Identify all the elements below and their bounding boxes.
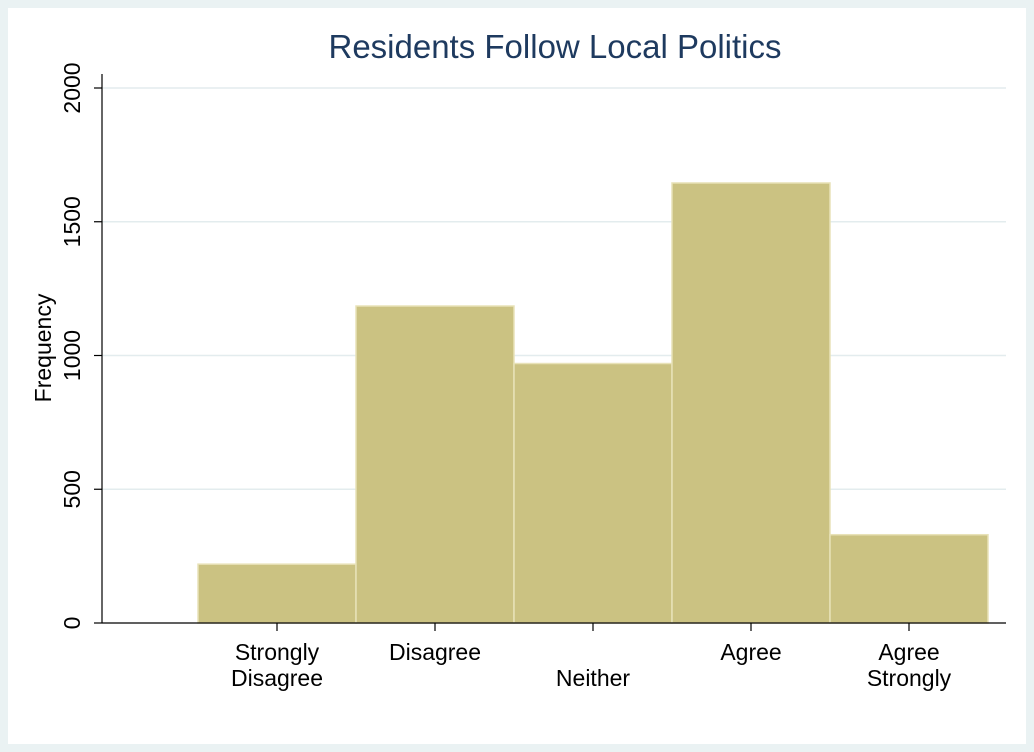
bars <box>197 182 989 624</box>
y-tick-labels: 0 500 1000 1500 2000 <box>59 62 85 629</box>
bar <box>355 305 515 624</box>
bar <box>829 533 989 624</box>
x-tick-label: Strongly Disagree <box>231 639 323 691</box>
chart-title: Residents Follow Local Politics <box>328 28 781 65</box>
bar <box>671 182 831 624</box>
y-tick-label: 2000 <box>59 62 85 113</box>
y-tick-label: 500 <box>59 470 85 508</box>
y-tick-label: 1500 <box>59 196 85 247</box>
x-tick-label: Neither <box>556 665 630 691</box>
bar <box>513 362 673 624</box>
x-tick-labels: Strongly Disagree Disagree Neither Agree Agre… <box>231 639 952 691</box>
x-tick-label: Agree <box>720 639 781 665</box>
bar <box>197 563 357 624</box>
y-tick-label: 0 <box>59 617 85 630</box>
x-tick-label: Agree Strongly <box>867 639 952 691</box>
y-axis-label: Frequency <box>30 293 56 402</box>
axes <box>94 74 1006 631</box>
gridlines <box>102 87 1006 490</box>
x-tick-label: Disagree <box>389 639 481 665</box>
y-tick-label: 1000 <box>59 330 85 381</box>
